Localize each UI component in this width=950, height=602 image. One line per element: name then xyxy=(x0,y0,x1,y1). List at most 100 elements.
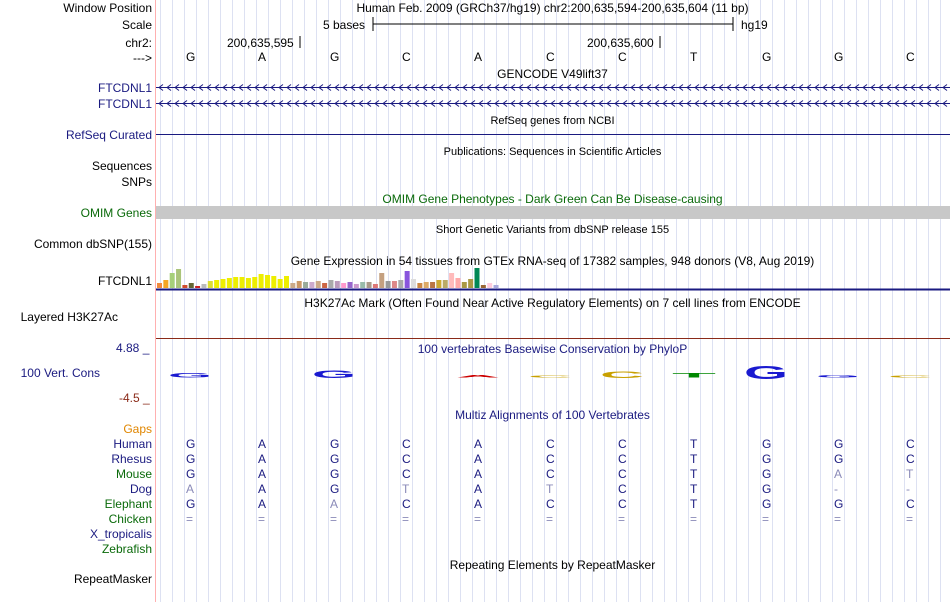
multiz-species-label[interactable]: Chicken xyxy=(108,512,152,526)
strand-chevron xyxy=(246,84,252,91)
publications-label-sequences[interactable]: Sequences xyxy=(91,159,152,173)
gtex-tissue-bar[interactable] xyxy=(207,281,213,288)
multiz-species-label[interactable]: Zebrafish xyxy=(101,542,152,556)
gtex-tissue-bar[interactable] xyxy=(360,282,366,288)
gtex-tissue-bar[interactable] xyxy=(258,274,264,288)
gtex-tissue-bar[interactable] xyxy=(290,283,296,288)
gene-ftcdnl1-1[interactable] xyxy=(156,84,950,91)
gencode-gene-label-1[interactable]: FTCDNL1 xyxy=(97,81,152,95)
gtex-tissue-bar[interactable] xyxy=(252,277,258,288)
gtex-tissue-bar[interactable] xyxy=(201,284,207,288)
strand-chevron xyxy=(470,100,476,107)
gtex-tissue-bar[interactable] xyxy=(245,278,251,288)
gtex-tissue-bar[interactable] xyxy=(157,283,162,288)
gtex-tissue-bar[interactable] xyxy=(347,282,353,288)
gtex-tissue-bar[interactable] xyxy=(404,271,410,288)
multiz-species-label[interactable]: Elephant xyxy=(104,497,152,511)
gtex-tissue-bar[interactable] xyxy=(385,281,391,288)
multiz-base: G xyxy=(330,467,340,481)
gtex-tissue-bar[interactable] xyxy=(372,284,378,288)
gtex-tissue-bar[interactable] xyxy=(423,282,429,288)
strand-chevron xyxy=(694,84,700,91)
gencode-gene-label-2[interactable]: FTCDNL1 xyxy=(97,97,152,111)
multiz-species-label[interactable]: X_tropicalis xyxy=(89,527,152,541)
gtex-tissue-bar[interactable] xyxy=(487,283,493,288)
gtex-tissue-bar[interactable] xyxy=(284,276,289,288)
strand-chevron xyxy=(590,84,596,91)
strand-chevron xyxy=(798,100,804,107)
multiz-base: C xyxy=(618,437,627,451)
multiz-base: A xyxy=(258,437,267,451)
gtex-tissue-bar[interactable] xyxy=(309,282,315,288)
repeatmasker-track-label[interactable]: RepeatMasker xyxy=(73,572,152,586)
gtex-tissue-bar[interactable] xyxy=(176,269,182,288)
strand-chevron xyxy=(878,100,884,107)
gtex-tissue-bar[interactable] xyxy=(188,283,194,288)
gtex-tissue-bar[interactable] xyxy=(366,282,372,288)
gtex-tissue-bar[interactable] xyxy=(391,281,397,288)
gtex-tissue-bar[interactable] xyxy=(480,285,486,288)
gtex-tissue-bar[interactable] xyxy=(328,280,334,288)
strand-chevron xyxy=(862,84,868,91)
gtex-tissue-bar[interactable] xyxy=(182,285,188,288)
strand-chevron xyxy=(582,100,588,107)
gtex-tissue-bar[interactable] xyxy=(169,273,175,288)
omim-gene-bar[interactable] xyxy=(156,206,950,219)
gtex-tissue-bar[interactable] xyxy=(449,273,455,288)
gtex-bar-chart[interactable] xyxy=(157,268,499,288)
gtex-tissue-bar[interactable] xyxy=(417,283,423,288)
gtex-tissue-bar[interactable] xyxy=(239,277,245,288)
multiz-species-label[interactable]: Human xyxy=(113,437,152,451)
strand-chevron xyxy=(198,100,204,107)
gtex-tissue-bar[interactable] xyxy=(233,277,239,288)
strand-chevron xyxy=(406,100,412,107)
gtex-tissue-bar[interactable] xyxy=(493,285,499,288)
strand-chevron xyxy=(734,84,740,91)
strand-chevron xyxy=(582,84,588,91)
refseq-track-label[interactable]: RefSeq Curated xyxy=(65,128,152,142)
strand-chevron xyxy=(750,100,756,107)
gtex-tissue-bar[interactable] xyxy=(436,280,442,288)
strand-chevron xyxy=(710,100,716,107)
gtex-tissue-bar[interactable] xyxy=(226,278,232,288)
gtex-tissue-bar[interactable] xyxy=(442,280,448,288)
gtex-tissue-bar[interactable] xyxy=(195,286,201,288)
gtex-tissue-bar[interactable] xyxy=(271,276,277,288)
gtex-tissue-bar[interactable] xyxy=(334,281,340,288)
gtex-tissue-bar[interactable] xyxy=(214,280,220,288)
gtex-tissue-bar[interactable] xyxy=(411,279,416,288)
gtex-tissue-bar[interactable] xyxy=(341,283,347,288)
gtex-tissue-bar[interactable] xyxy=(315,281,321,288)
multiz-species-label[interactable]: Rhesus xyxy=(111,452,152,466)
gene-ftcdnl1-2[interactable] xyxy=(156,100,950,107)
repeatmasker-track-title: Repeating Elements by RepeatMasker xyxy=(449,558,656,572)
strand-chevron xyxy=(494,100,500,107)
strand-chevron xyxy=(446,100,452,107)
gtex-tissue-bar[interactable] xyxy=(264,275,270,288)
gtex-tissue-bar[interactable] xyxy=(455,278,461,288)
gtex-tissue-bar[interactable] xyxy=(322,283,328,288)
gtex-tissue-bar[interactable] xyxy=(353,284,359,288)
multiz-species-label[interactable]: Dog xyxy=(129,482,152,496)
multiz-species-label[interactable]: Mouse xyxy=(115,467,152,481)
gtex-tissue-bar[interactable] xyxy=(461,282,467,288)
gtex-tissue-bar[interactable] xyxy=(163,280,169,288)
gtex-tissue-bar[interactable] xyxy=(398,280,404,288)
publications-label-snps[interactable]: SNPs xyxy=(121,175,152,189)
gtex-tissue-bar[interactable] xyxy=(430,282,436,288)
dbsnp-track-label[interactable]: Common dbSNP(155) xyxy=(33,237,152,251)
h3k27ac-track-label[interactable]: Layered H3K27Ac xyxy=(20,310,118,324)
gtex-tissue-bar[interactable] xyxy=(303,282,309,288)
gtex-tissue-bar[interactable] xyxy=(379,273,385,288)
gtex-tissue-bar[interactable] xyxy=(474,268,480,288)
gtex-tissue-bar[interactable] xyxy=(220,279,226,288)
strand-chevron xyxy=(654,100,660,107)
gtex-tissue-bar[interactable] xyxy=(296,281,302,288)
gtex-tissue-bar[interactable] xyxy=(277,279,283,288)
omim-track-label[interactable]: OMIM Genes xyxy=(80,206,152,220)
gtex-track-label[interactable]: FTCDNL1 xyxy=(97,274,152,288)
conservation-track-label[interactable]: 100 Vert. Cons xyxy=(20,366,100,380)
gtex-tissue-bar[interactable] xyxy=(468,279,474,288)
